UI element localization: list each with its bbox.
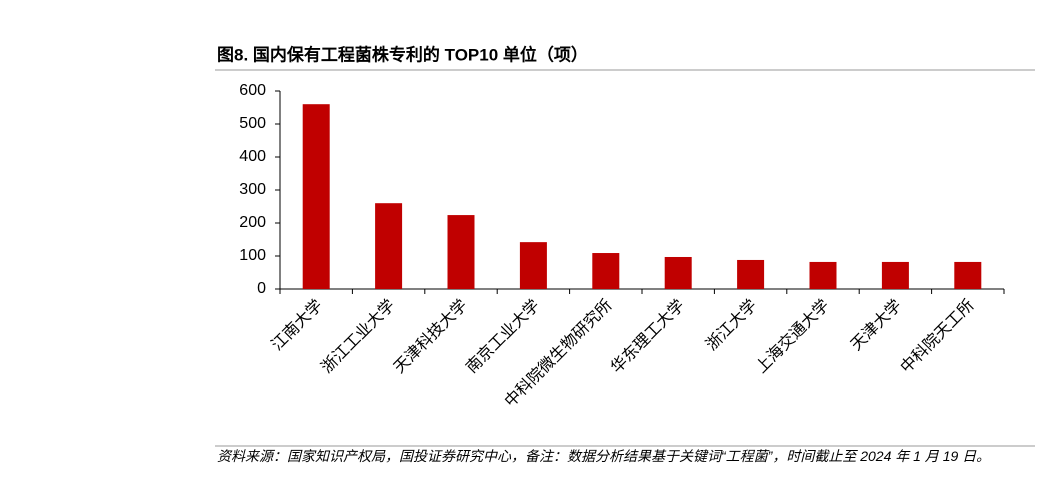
x-tick-label: 江南大学 — [268, 296, 326, 354]
y-tick-label: 500 — [239, 115, 266, 132]
bar — [954, 261, 982, 289]
bar — [302, 104, 330, 289]
y-tick-label: 100 — [239, 247, 266, 264]
x-tick-label: 南京工业大学 — [463, 296, 544, 377]
source-note: 资料来源：国家知识产权局，国投证券研究中心，备注：数据分析结果基于关键词“工程菌… — [217, 448, 991, 464]
y-tick-label: 400 — [239, 148, 266, 165]
y-tick-label: 300 — [239, 181, 266, 198]
x-tick-label: 中科院天工所 — [897, 296, 978, 377]
bar — [737, 259, 765, 289]
x-tick-label: 上海交通大学 — [752, 296, 833, 377]
y-tick-label: 0 — [257, 280, 266, 297]
bar — [375, 203, 403, 289]
x-tick-label: 天津科技大学 — [390, 296, 471, 377]
bar — [519, 242, 547, 289]
x-tick-label: 天津大学 — [847, 296, 905, 354]
chart-title: 图8. 国内保有工程菌株专利的 TOP10 单位（项） — [217, 44, 588, 64]
bar — [881, 261, 909, 289]
x-tick-label: 浙江大学 — [702, 296, 760, 354]
bar — [592, 253, 620, 289]
y-tick-label: 600 — [239, 82, 266, 99]
x-tick-label: 华东理工大学 — [607, 296, 688, 377]
x-tick-label: 浙江工业大学 — [318, 296, 399, 377]
bar — [664, 256, 692, 289]
y-tick-label: 200 — [239, 214, 266, 231]
bar — [447, 215, 475, 289]
bar — [809, 261, 837, 289]
